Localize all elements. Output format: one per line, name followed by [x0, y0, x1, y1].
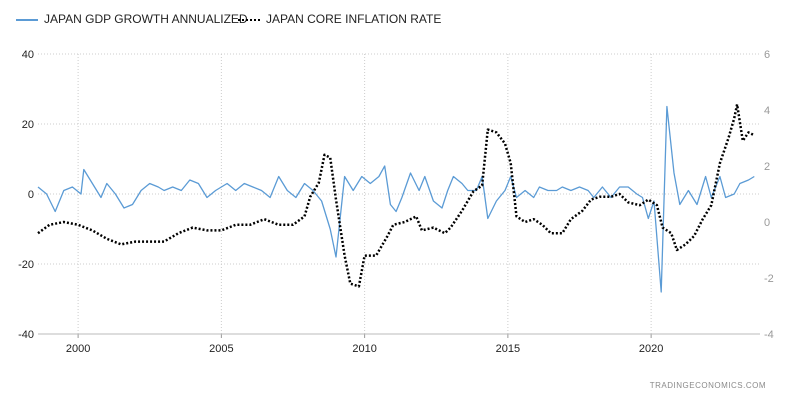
y-right-tick-label: -4 [764, 329, 774, 341]
y-left-tick-label: 20 [22, 119, 34, 131]
gdp-growth-series-line [37, 105, 755, 293]
y-right-tick-label: -2 [764, 273, 774, 285]
y-left-tick-label: 0 [28, 189, 34, 201]
y-left-tick-label: 40 [22, 49, 34, 61]
y-left-tick-label: -40 [18, 329, 34, 341]
y-right-tick-label: 0 [764, 217, 770, 229]
chart-legend: JAPAN GDP GROWTH ANNUALIZED JAPAN CORE I… [0, 0, 800, 44]
x-tick-label: 2015 [496, 343, 520, 355]
legend-label-inflation: JAPAN CORE INFLATION RATE [266, 12, 442, 26]
x-tick-label: 2000 [66, 343, 90, 355]
legend-item-inflation[interactable]: JAPAN CORE INFLATION RATE [238, 12, 441, 26]
y-right-tick-label: 2 [764, 161, 770, 173]
x-tick-label: 2010 [352, 343, 376, 355]
y-left-tick-label: -20 [18, 259, 34, 271]
y-right-tick-label: 4 [764, 105, 770, 117]
x-tick-label: 2020 [639, 343, 663, 355]
legend-item-gdp[interactable]: JAPAN GDP GROWTH ANNUALIZED [16, 12, 248, 26]
attribution-text: TRADINGECONOMICS.COM [649, 381, 766, 390]
x-tick-label: 2005 [209, 343, 233, 355]
core-inflation-series-line [37, 103, 755, 288]
legend-swatch-inflation [238, 18, 260, 21]
legend-swatch-gdp [16, 18, 38, 21]
y-right-tick-label: 6 [764, 49, 770, 61]
legend-label-gdp: JAPAN GDP GROWTH ANNUALIZED [44, 12, 248, 26]
